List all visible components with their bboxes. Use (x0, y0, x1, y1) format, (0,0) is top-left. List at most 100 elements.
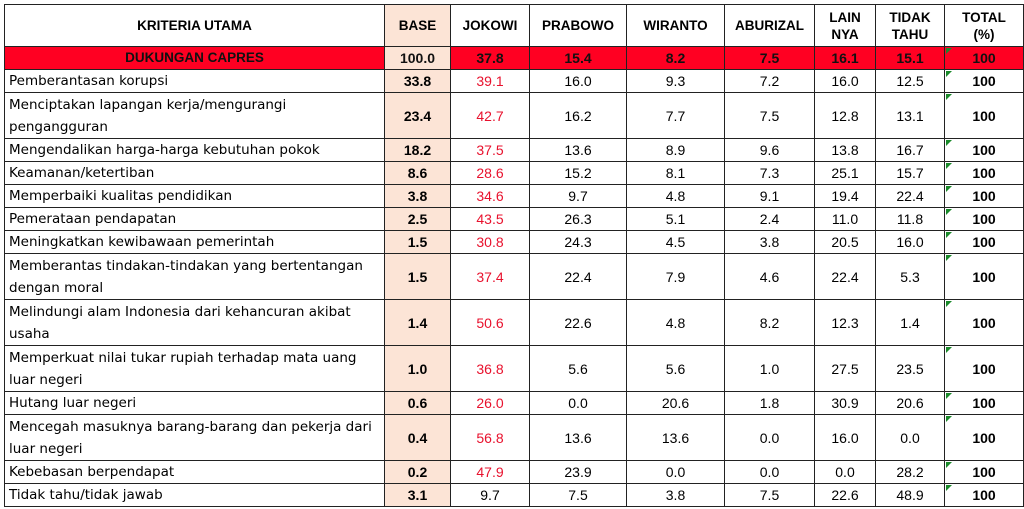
criteria-label: Meningkatkan kewibawaan pemerintah (4, 230, 385, 254)
cell-prabowo: 16.2 (529, 92, 627, 139)
cell-total: 100 (944, 46, 1024, 70)
table-row: Keamanan/ketertiban 8.6 28.6 15.2 8.1 7.3 25.1… (4, 161, 1024, 185)
cell-wiranto: 8.2 (626, 46, 725, 70)
comment-marker-icon (946, 485, 952, 491)
cell-prabowo: 24.3 (529, 230, 627, 254)
comment-marker-icon (946, 232, 952, 238)
cell-total: 100 (944, 460, 1024, 484)
header-line: TAHU (891, 26, 929, 42)
cell-total: 100 (944, 207, 1024, 231)
cell-tidak-tahu: 23.5 (875, 345, 945, 392)
comment-marker-icon (946, 71, 952, 77)
cell-aburizal: 0.0 (724, 460, 815, 484)
cell-total: 100 (944, 483, 1024, 507)
cell-tidak-tahu: 22.4 (875, 184, 945, 208)
cell-wiranto: 5.6 (626, 345, 725, 392)
table-row: Melindungi alam Indonesia dari kehancura… (4, 299, 1024, 346)
total-value: 100 (972, 107, 996, 124)
comment-marker-icon (946, 94, 952, 100)
cell-aburizal: 3.8 (724, 230, 815, 254)
cell-lain-nya: 30.9 (814, 391, 876, 415)
cell-base: 3.1 (384, 483, 451, 507)
cell-total: 100 (944, 184, 1024, 208)
cell-total: 100 (944, 414, 1024, 461)
table-row: Pemberantasan korupsi 33.8 39.1 16.0 9.3 7.2 1… (4, 69, 1024, 93)
cell-prabowo: 9.7 (529, 184, 627, 208)
cell-total: 100 (944, 161, 1024, 185)
cell-wiranto: 8.1 (626, 161, 725, 185)
header-row: KRITERIA UTAMA BASE JOKOWI PRABOWO WIRAN… (4, 4, 1024, 47)
cell-lain-nya: 22.6 (814, 483, 876, 507)
total-value: 100 (972, 464, 996, 480)
header-tidak-tahu: TIDAK TAHU (875, 4, 945, 47)
cell-total: 100 (944, 230, 1024, 254)
total-value: 100 (972, 50, 996, 66)
header-wiranto: WIRANTO (626, 4, 725, 47)
cell-tidak-tahu: 16.0 (875, 230, 945, 254)
cell-jokowi: 9.7 (450, 483, 530, 507)
cell-lain-nya: 27.5 (814, 345, 876, 392)
cell-wiranto: 9.3 (626, 69, 725, 93)
cell-base: 8.6 (384, 161, 451, 185)
cell-wiranto: 5.1 (626, 207, 725, 231)
cell-base: 3.8 (384, 184, 451, 208)
cell-jokowi: 34.6 (450, 184, 530, 208)
comment-marker-icon (946, 186, 952, 192)
cell-jokowi: 50.6 (450, 299, 530, 346)
comment-marker-icon (946, 462, 952, 468)
cell-jokowi: 26.0 (450, 391, 530, 415)
cell-prabowo: 0.0 (529, 391, 627, 415)
comment-marker-icon (946, 347, 952, 353)
cell-tidak-tahu: 15.1 (875, 46, 945, 70)
total-value: 100 (972, 360, 996, 377)
cell-tidak-tahu: 0.0 (875, 414, 945, 461)
cell-wiranto: 8.9 (626, 138, 725, 162)
cell-aburizal: 1.0 (724, 345, 815, 392)
total-value: 100 (972, 314, 996, 331)
comment-marker-icon (946, 301, 952, 307)
table-row: Kebebasan berpendapat 0.2 47.9 23.9 0.0 0.0 0.… (4, 460, 1024, 484)
cell-aburizal: 4.6 (724, 253, 815, 300)
cell-tidak-tahu: 15.7 (875, 161, 945, 185)
comment-marker-icon (946, 416, 952, 422)
cell-jokowi: 28.6 (450, 161, 530, 185)
cell-aburizal: 0.0 (724, 414, 815, 461)
table-row: Memperkuat nilai tukar rupiah terhadap m… (4, 345, 1024, 392)
criteria-label: Menciptakan lapangan kerja/mengurangi pe… (4, 92, 385, 139)
total-value: 100 (972, 429, 996, 446)
survey-table: KRITERIA UTAMA BASE JOKOWI PRABOWO WIRAN… (4, 4, 1024, 507)
header-line: TOTAL (962, 9, 1006, 25)
criteria-label: Pemerataan pendapatan (4, 207, 385, 231)
header-line: NYA (831, 26, 859, 42)
criteria-label: Memberantas tindakan-tindakan yang berte… (4, 253, 385, 300)
cell-base: 1.5 (384, 230, 451, 254)
total-value: 100 (972, 211, 996, 227)
criteria-label: Mencegah masuknya barang-barang dan peke… (4, 414, 385, 461)
cell-wiranto: 13.6 (626, 414, 725, 461)
cell-lain-nya: 11.0 (814, 207, 876, 231)
cell-lain-nya: 19.4 (814, 184, 876, 208)
cell-jokowi: 42.7 (450, 92, 530, 139)
cell-wiranto: 4.5 (626, 230, 725, 254)
cell-base: 0.4 (384, 414, 451, 461)
cell-jokowi: 56.8 (450, 414, 530, 461)
criteria-label: Mengendalikan harga-harga kebutuhan poko… (4, 138, 385, 162)
summary-label: DUKUNGAN CAPRES (4, 46, 385, 70)
cell-wiranto: 7.9 (626, 253, 725, 300)
cell-wiranto: 4.8 (626, 299, 725, 346)
cell-aburizal: 9.6 (724, 138, 815, 162)
table-row: Mengendalikan harga-harga kebutuhan poko… (4, 138, 1024, 162)
cell-lain-nya: 20.5 (814, 230, 876, 254)
criteria-label: Memperbaiki kualitas pendidikan (4, 184, 385, 208)
cell-prabowo: 26.3 (529, 207, 627, 231)
cell-lain-nya: 12.8 (814, 92, 876, 139)
total-value: 100 (972, 165, 996, 181)
cell-lain-nya: 16.0 (814, 69, 876, 93)
cell-base: 100.0 (384, 46, 451, 70)
cell-jokowi: 47.9 (450, 460, 530, 484)
cell-prabowo: 5.6 (529, 345, 627, 392)
criteria-label: Melindungi alam Indonesia dari kehancura… (4, 299, 385, 346)
cell-total: 100 (944, 138, 1024, 162)
cell-total: 100 (944, 92, 1024, 139)
cell-prabowo: 13.6 (529, 138, 627, 162)
